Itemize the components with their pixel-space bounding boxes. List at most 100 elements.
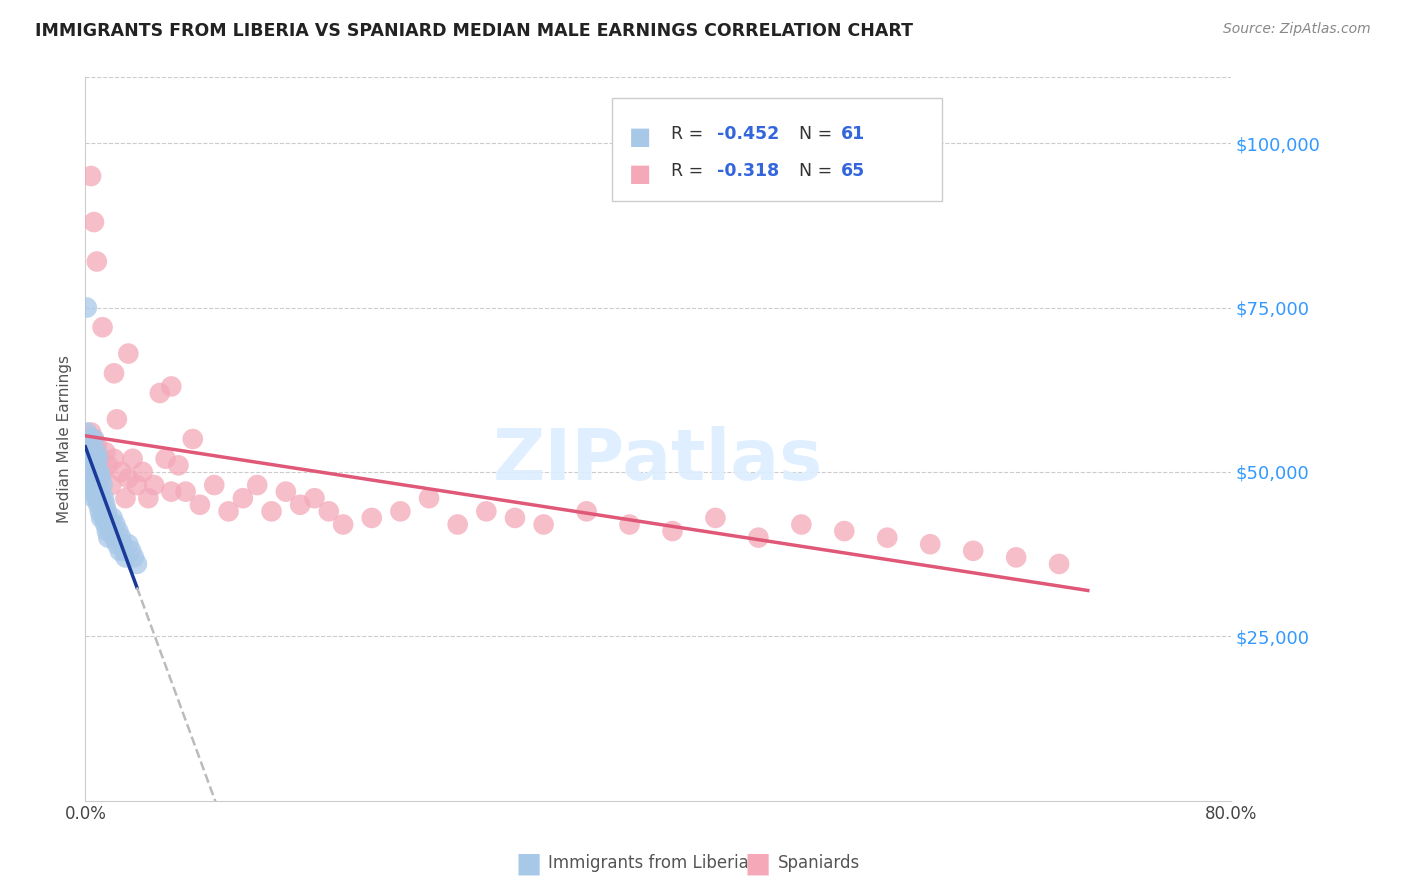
Text: Spaniards: Spaniards [778, 855, 859, 872]
Point [121, 451, 143, 466]
Point [89, 465, 111, 479]
Point [475, 504, 498, 518]
Point [103, 366, 125, 380]
Text: 61: 61 [841, 125, 865, 143]
Point [83, 471, 105, 485]
Point [82, 458, 104, 473]
Point [318, 504, 340, 518]
Point [86, 471, 108, 485]
Point [100, 478, 122, 492]
Text: ■: ■ [628, 162, 651, 186]
Text: N =: N = [799, 125, 838, 143]
Point [111, 537, 134, 551]
Point [79, 458, 101, 473]
Point [110, 531, 132, 545]
Point [143, 478, 166, 492]
Point [80, 169, 103, 183]
Point [84, 484, 107, 499]
Point [79, 432, 101, 446]
Point [117, 537, 139, 551]
Point [82, 445, 104, 459]
Point [503, 511, 526, 525]
Text: IMMIGRANTS FROM LIBERIA VS SPANIARD MEDIAN MALE EARNINGS CORRELATION CHART: IMMIGRANTS FROM LIBERIA VS SPANIARD MEDI… [35, 22, 912, 40]
Y-axis label: Median Male Earnings: Median Male Earnings [58, 355, 72, 523]
Point [89, 484, 111, 499]
Text: -0.452: -0.452 [717, 125, 779, 143]
Text: R =: R = [671, 125, 709, 143]
Point [94, 517, 117, 532]
Point [83, 491, 105, 506]
Point [274, 484, 297, 499]
Point [86, 254, 108, 268]
Point [76, 301, 98, 315]
Point [82, 484, 104, 499]
Point [91, 504, 114, 518]
Point [834, 524, 856, 538]
Point [83, 215, 105, 229]
Text: 65: 65 [841, 162, 865, 180]
Point [84, 478, 107, 492]
Point [80, 451, 103, 466]
Point [155, 451, 177, 466]
Point [103, 451, 125, 466]
Point [920, 537, 942, 551]
Point [80, 445, 103, 459]
Point [661, 524, 683, 538]
Point [790, 517, 813, 532]
Text: ZIPatlas: ZIPatlas [494, 426, 824, 495]
Point [97, 511, 120, 525]
Point [181, 432, 204, 446]
Point [120, 543, 142, 558]
Point [91, 478, 114, 492]
Point [79, 439, 101, 453]
Point [962, 543, 984, 558]
Point [87, 498, 110, 512]
Point [91, 320, 114, 334]
Point [114, 491, 136, 506]
Point [83, 432, 105, 446]
Point [89, 504, 111, 518]
Point [86, 491, 108, 506]
Point [90, 471, 112, 485]
Point [79, 478, 101, 492]
Point [174, 484, 197, 499]
Point [876, 531, 898, 545]
Text: R =: R = [671, 162, 709, 180]
Point [108, 543, 131, 558]
Point [83, 432, 105, 446]
Point [447, 517, 470, 532]
Point [103, 531, 125, 545]
Point [97, 531, 120, 545]
Point [1005, 550, 1028, 565]
Point [80, 471, 103, 485]
Point [619, 517, 641, 532]
Text: Source: ZipAtlas.com: Source: ZipAtlas.com [1223, 22, 1371, 37]
Point [125, 557, 148, 571]
Point [90, 511, 112, 525]
Point [575, 504, 598, 518]
Point [533, 517, 555, 532]
Point [360, 511, 382, 525]
Point [84, 451, 107, 466]
Point [304, 491, 326, 506]
Point [117, 471, 139, 485]
Point [117, 346, 139, 360]
Point [105, 537, 128, 551]
Point [80, 425, 103, 440]
Point [332, 517, 354, 532]
Point [96, 524, 118, 538]
Point [86, 445, 108, 459]
Point [389, 504, 412, 518]
Text: Immigrants from Liberia: Immigrants from Liberia [548, 855, 749, 872]
Point [138, 491, 160, 506]
Text: ■: ■ [744, 849, 770, 878]
Point [82, 465, 104, 479]
Point [110, 465, 132, 479]
Point [94, 498, 117, 512]
Point [98, 517, 121, 532]
Point [87, 478, 110, 492]
Point [96, 504, 118, 518]
Point [86, 465, 108, 479]
Text: N =: N = [799, 162, 838, 180]
Point [97, 458, 120, 473]
